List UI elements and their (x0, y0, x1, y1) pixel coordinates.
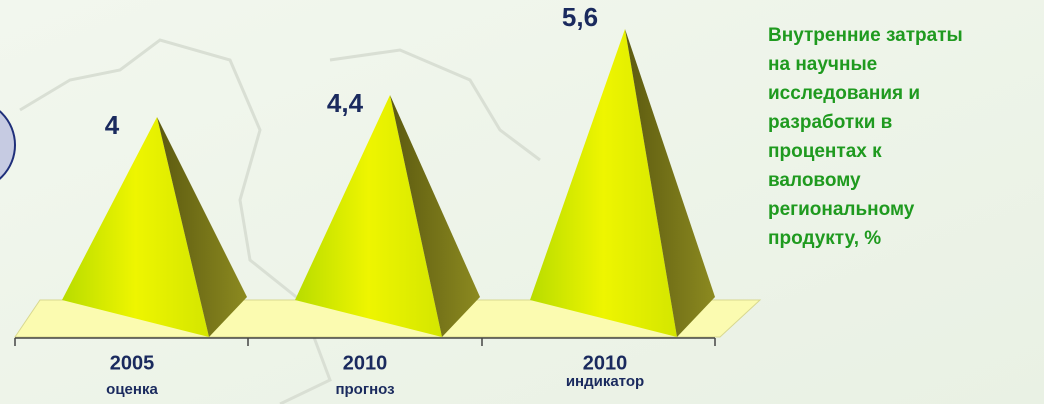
title-line: разработки в (768, 112, 892, 133)
title-line: на научные (768, 54, 877, 75)
x-tick-note: индикатор (566, 373, 644, 390)
x-tick-label: 2010 (583, 352, 628, 374)
title-line: исследования и (768, 83, 920, 104)
circle-decoration (0, 110, 16, 180)
pyramid (530, 29, 715, 337)
pyramid-face-dark (390, 95, 480, 337)
title-line: Внутренние затраты (768, 25, 963, 46)
pyramid-face-dark (625, 29, 715, 337)
x-tick-note: прогноз (335, 381, 394, 398)
pyramid-face-dark (157, 117, 247, 337)
pyramid (295, 95, 480, 337)
pyramid (62, 117, 247, 337)
title-line: процентах к (768, 141, 882, 162)
title-line: валовому (768, 170, 861, 191)
value-label: 5,6 (562, 2, 598, 32)
title-line: продукту, % (768, 228, 881, 249)
x-tick-label: 2005 (110, 352, 155, 374)
axis-ticks (14, 338, 716, 346)
chart-title: Внутренние затраты на научные исследования… (768, 25, 963, 249)
pyramid-face-light (530, 29, 677, 337)
pyramid-face-light (62, 117, 209, 337)
x-tick-label: 2010 (343, 352, 388, 374)
title-line: региональному (768, 199, 915, 220)
value-label: 4 (105, 110, 120, 140)
pyramid-face-light (295, 95, 442, 337)
x-tick-note: оценка (106, 381, 158, 398)
value-label: 4,4 (327, 88, 364, 118)
